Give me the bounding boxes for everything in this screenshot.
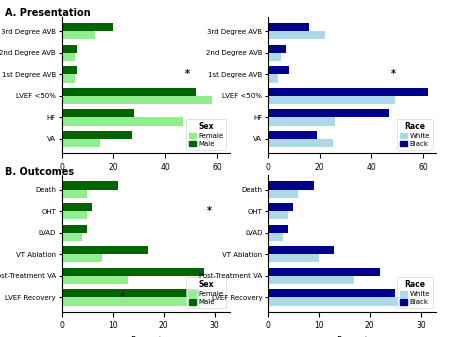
Bar [268,139,333,147]
Bar [268,203,293,211]
Bar [268,131,317,139]
Bar [62,109,134,117]
Bar [268,233,283,241]
Bar [62,190,87,198]
Bar [62,276,128,284]
Legend: Female, Male: Female, Male [186,277,227,308]
Bar [268,224,288,233]
Bar [268,268,380,276]
Bar [268,74,278,83]
Legend: White, Black: White, Black [397,277,433,308]
Bar [268,289,395,297]
Bar [62,297,215,306]
Bar [62,268,204,276]
Text: *: * [391,69,396,79]
Bar [62,289,199,297]
Text: A. Presentation: A. Presentation [5,8,91,19]
Bar [62,211,87,219]
Bar [62,139,100,147]
Bar [62,246,148,254]
Bar [62,117,183,126]
Bar [268,181,314,190]
Bar [268,31,325,39]
Text: *: * [120,292,125,302]
Bar [62,96,212,104]
Bar [62,66,77,74]
X-axis label: Percent: Percent [130,178,162,187]
Text: B. Outcomes: B. Outcomes [5,167,74,177]
Text: *: * [184,69,190,79]
Bar [268,276,355,284]
Bar [62,131,131,139]
Bar [62,31,95,39]
Bar [268,23,309,31]
Bar [268,96,395,104]
Bar [268,190,299,198]
Bar [62,74,74,83]
Bar [268,109,390,117]
X-axis label: Percent: Percent [336,336,368,337]
Bar [62,53,74,61]
Bar [268,88,428,96]
Bar [268,66,289,74]
Bar [268,246,334,254]
Bar [62,203,92,211]
X-axis label: Percent: Percent [130,336,162,337]
X-axis label: Percent: Percent [336,178,368,187]
Bar [268,254,319,263]
Bar [62,181,118,190]
Bar [268,53,281,61]
Bar [62,88,196,96]
Text: *: * [207,206,212,216]
Bar [268,44,286,53]
Legend: White, Black: White, Black [397,119,433,150]
Legend: Female, Male: Female, Male [186,119,227,150]
Bar [62,224,87,233]
Bar [268,297,421,306]
Bar [62,44,77,53]
Bar [62,23,113,31]
Bar [268,117,335,126]
Bar [62,254,102,263]
Bar [62,233,82,241]
Bar [268,211,288,219]
